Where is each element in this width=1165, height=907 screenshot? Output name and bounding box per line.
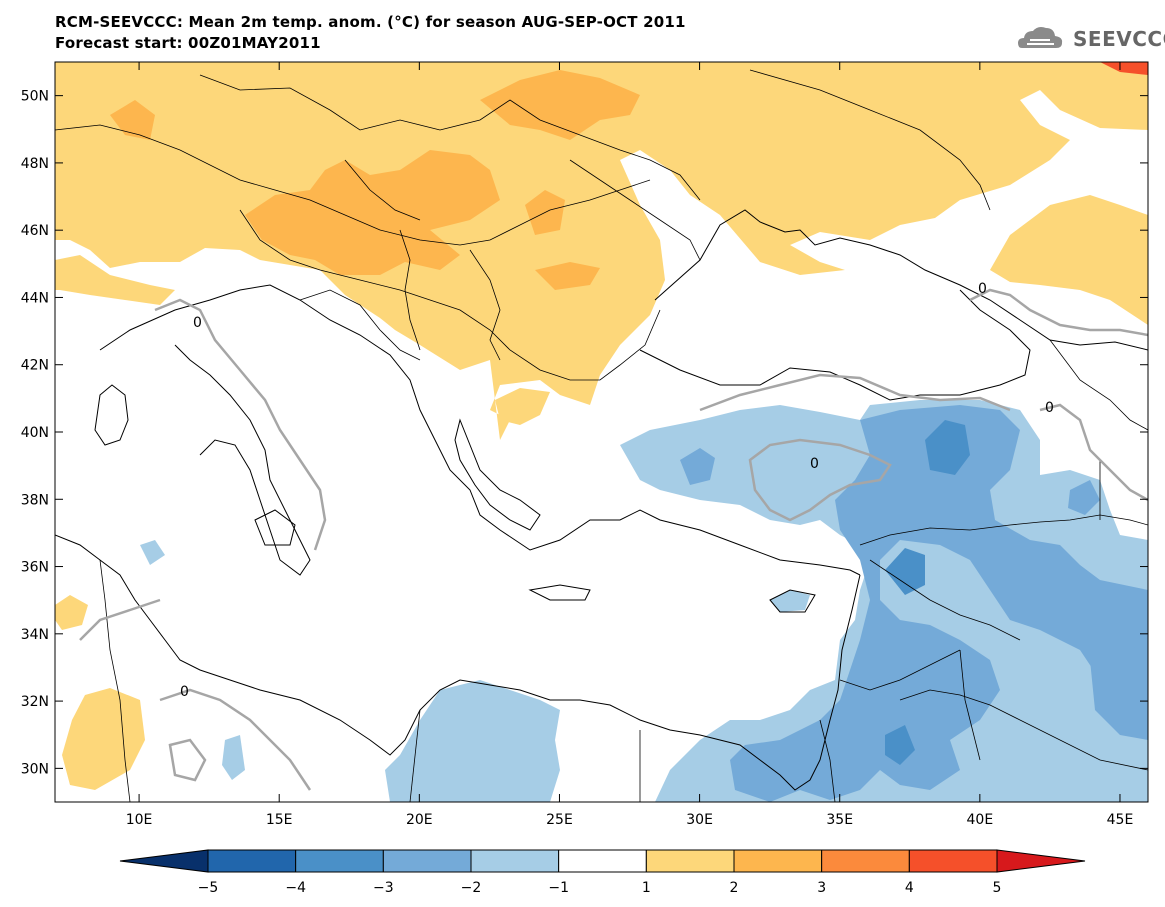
lat-tick-label: 30N [21, 761, 49, 777]
lon-tick-label: 25E [546, 812, 573, 828]
warm-anomaly-greece-north [495, 388, 550, 425]
colorbar-segment [382, 849, 472, 873]
contour-label-iran: 0 [1045, 400, 1054, 416]
lat-tick-label: 44N [21, 290, 49, 306]
lat-tick-label: 40N [21, 425, 49, 441]
latitude-axis: 50N 48N 46N 44N 42N 40N 38N 36N 34N 32N 30N [21, 89, 1148, 777]
cool-anomaly-anatolia-middle-east [620, 400, 1148, 802]
colorbar-label: 4 [905, 880, 914, 896]
lon-tick-label: 45E [1107, 812, 1134, 828]
map-plot-area: 0 0 0 0 0 [55, 62, 1148, 802]
cool-anomaly-strong-syria [885, 548, 925, 595]
country-borders [55, 69, 1148, 802]
lon-tick-label: 40E [967, 812, 994, 828]
cool-anomaly-moderate-east [730, 405, 1148, 802]
lon-tick-label: 30E [686, 812, 713, 828]
title-line-2: Forecast start: 00Z01MAY2011 [55, 34, 321, 52]
colorbar-segment [908, 849, 998, 873]
lon-tick-label: 10E [126, 812, 153, 828]
title-line-1: RCM-SEEVCCC: Mean 2m temp. anom. (°C) fo… [55, 13, 686, 31]
warm-anomaly-north-region [55, 62, 1148, 440]
lat-tick-label: 36N [21, 560, 49, 576]
cool-anomaly-moderate-anatolia [680, 448, 715, 485]
lat-tick-label: 48N [21, 156, 49, 172]
cool-anomaly-egypt-west [385, 680, 560, 802]
lat-tick-label: 46N [21, 223, 49, 239]
colorbar-label: 5 [993, 880, 1002, 896]
warm-anomaly-strong-bulgaria [535, 262, 600, 290]
coastlines [55, 209, 1148, 791]
cool-anomaly-libya [222, 735, 245, 780]
logo-text: SEEVCCC [1073, 27, 1165, 51]
warm-anomaly-hot-corner [1100, 62, 1148, 75]
colorbar-segment [295, 849, 384, 873]
lat-tick-label: 34N [21, 627, 49, 643]
contour-label-caucasus: 0 [978, 281, 987, 297]
contour-label-italy: 0 [193, 315, 202, 331]
cloud-logo-icon [1018, 27, 1063, 48]
map-title: RCM-SEEVCCC: Mean 2m temp. anom. (°C) fo… [55, 12, 686, 54]
warm-anomaly-alps [55, 255, 175, 305]
cool-anomaly-moderate-iraq [1090, 645, 1148, 740]
lat-tick-label: 50N [21, 89, 49, 105]
cool-anomaly-strong-turkey-east [925, 420, 970, 475]
contour-label-libya: 0 [180, 684, 189, 700]
colorbar-label: −4 [285, 880, 306, 896]
colorbar-segment-max [996, 849, 1086, 873]
colorbar-segment [207, 849, 297, 873]
colorbar-label: −3 [373, 880, 394, 896]
colorbar-segment [470, 849, 560, 873]
colorbar-label: 3 [817, 880, 826, 896]
lat-tick-label: 32N [21, 694, 49, 710]
cool-anomaly-tunisia [140, 540, 165, 565]
lon-tick-label: 20E [406, 812, 433, 828]
colorbar: −5 −4 −3 −2 −1 1 2 3 4 5 [119, 849, 1086, 896]
cool-anomaly-moderate-iran [1068, 480, 1100, 515]
warm-anomaly-strong-ukraine [480, 70, 640, 140]
colorbar-label: −5 [198, 880, 219, 896]
lat-tick-label: 42N [21, 358, 49, 374]
colorbar-label: −1 [548, 880, 569, 896]
colorbar-segment [645, 849, 735, 873]
colorbar-segment [733, 849, 823, 873]
contour-label-anatolia: 0 [810, 456, 819, 472]
zero-anomaly-contours [79, 288, 1148, 791]
lat-tick-label: 38N [21, 492, 49, 508]
colorbar-segment [558, 849, 647, 873]
longitude-axis: 10E 15E 20E 25E 30E 35E 40E 45E [126, 62, 1134, 828]
warm-anomaly-tunisia [55, 595, 88, 630]
colorbar-label: 1 [642, 880, 651, 896]
cool-anomaly-strong-jordan [885, 725, 915, 765]
colorbar-segment-min [119, 849, 209, 873]
warm-anomaly-caucasus [990, 195, 1148, 325]
colorbar-label: −2 [461, 880, 482, 896]
lon-tick-label: 35E [826, 812, 853, 828]
warm-anomaly-strong-pannonia [245, 150, 500, 275]
lon-tick-label: 15E [266, 812, 293, 828]
colorbar-segment [821, 849, 910, 873]
colorbar-label: 2 [730, 880, 739, 896]
warm-anomaly-libya-west [62, 688, 145, 790]
